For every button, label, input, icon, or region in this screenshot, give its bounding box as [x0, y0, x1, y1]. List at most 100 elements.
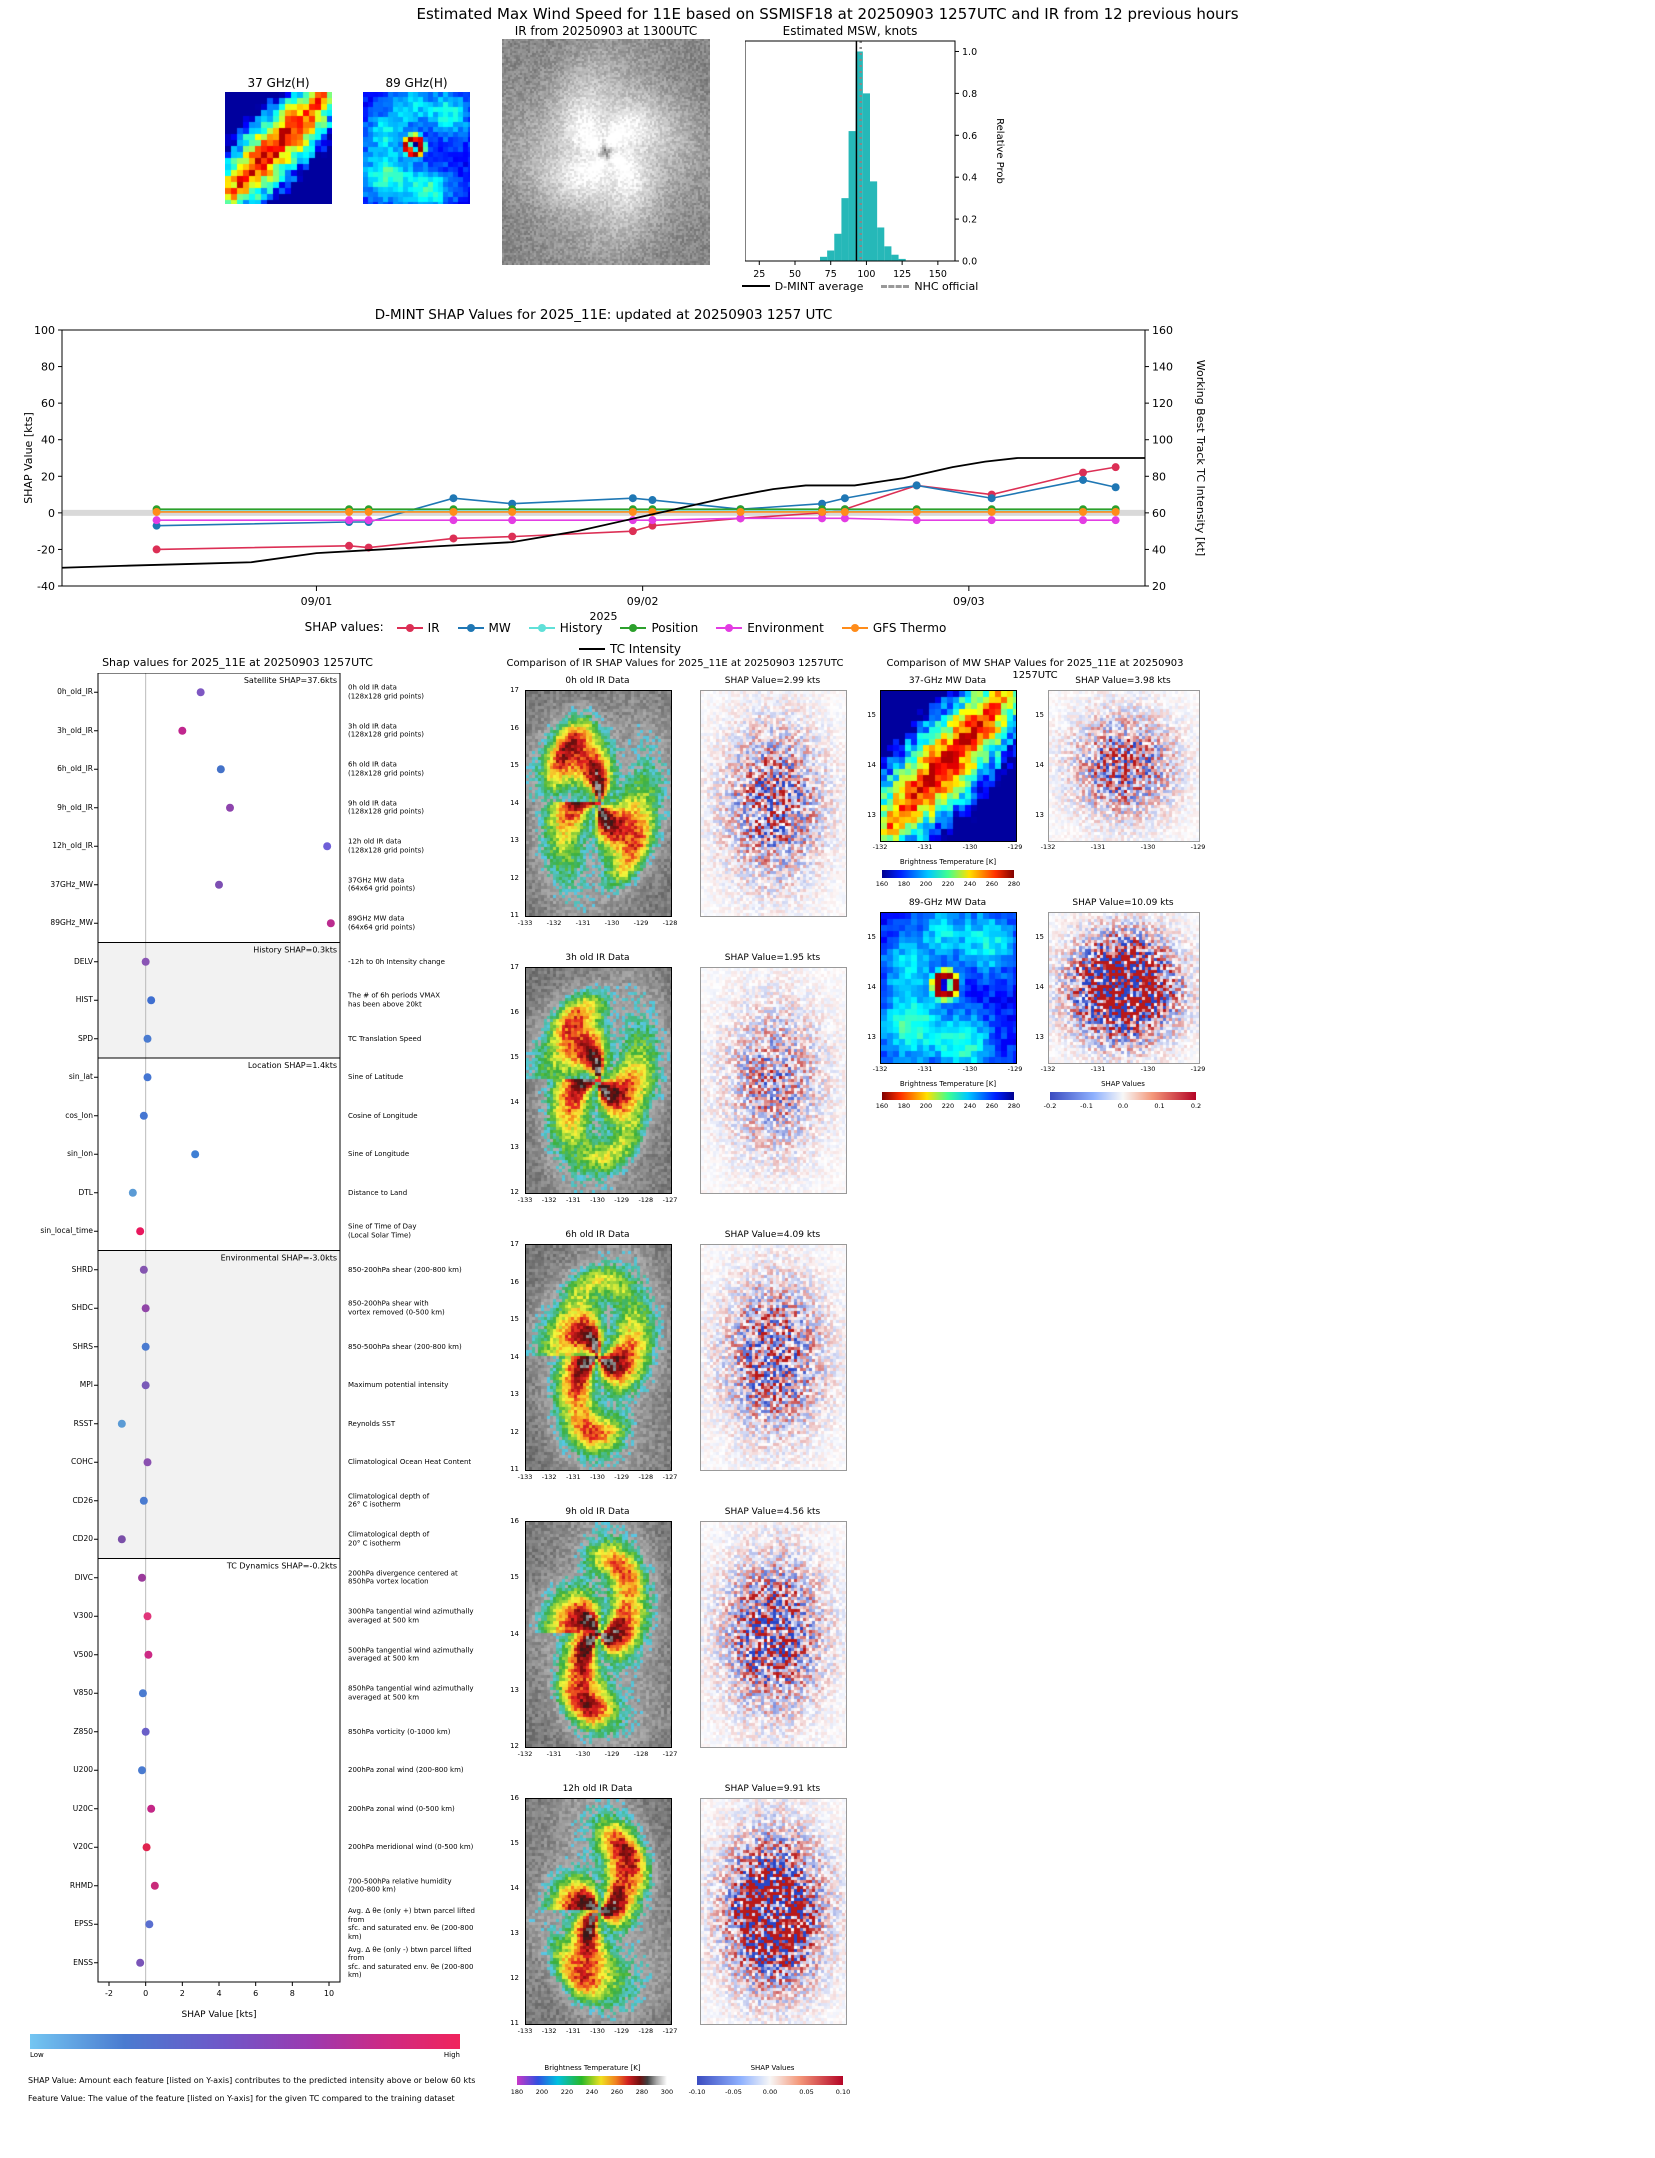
lat-tick-label: 16 — [510, 1277, 519, 1286]
series-marker-GFS Thermo — [818, 507, 827, 516]
timeseries-legend-line2: TC Intensity — [0, 641, 1260, 656]
x-tick-label: 100 — [857, 269, 875, 280]
feature-desc-cos_lon: Cosine of Longitude — [348, 1111, 418, 1120]
ir-image-title: IR from 20250903 at 1300UTC — [514, 24, 698, 38]
lon-tick-label: -131 — [1090, 843, 1106, 851]
shap-colorbar-tick: 0.1 — [1154, 1102, 1165, 1110]
feature-desc-12h_old_IR: 12h old IR data (128x128 grid points) — [348, 837, 424, 855]
series-marker-MW — [628, 494, 637, 503]
feature-name-CD20: CD20 — [72, 1534, 93, 1544]
y-tick-label: 1.0 — [962, 47, 977, 58]
y-tick-label: 0.6 — [962, 131, 977, 142]
lat-tick-label: 15 — [1035, 711, 1044, 719]
lon-tick-label: -129 — [614, 1473, 630, 1481]
y-tick-right: 120 — [1152, 397, 1173, 410]
feature-name-DELV: DELV — [74, 956, 93, 966]
lat-tick-label: 14 — [510, 798, 519, 807]
line-dot-marker — [716, 623, 743, 632]
ir-data-title: 6h old IR Data — [565, 1230, 630, 1240]
zero-reference-band — [62, 509, 1145, 516]
lat-tick-label: 13 — [510, 1929, 519, 1937]
y-tick-left: 0 — [48, 507, 55, 520]
lat-tick-label: 13 — [510, 1685, 519, 1694]
feature-colorbar-high-label: High — [443, 2051, 460, 2059]
dotplot-feature-descriptions: 0h old IR data (128x128 grid points) 3h o… — [348, 673, 478, 2013]
lon-tick-label: -132 — [541, 1473, 557, 1481]
ir-data-image-1 — [525, 967, 672, 1194]
lat-tick-label: 13 — [510, 1390, 519, 1398]
feature-desc-MPI: Maximum potential intensity — [348, 1381, 449, 1389]
group-label: Satellite SHAP=37.6kts — [244, 676, 337, 685]
y-tick-right: 60 — [1152, 507, 1166, 520]
lat-tick-label: 14 — [510, 1352, 519, 1361]
series-marker-IR — [628, 527, 637, 536]
lon-tick-label: -131 — [565, 1196, 581, 1204]
series-marker-GFS Thermo — [628, 507, 637, 516]
group-label: History SHAP=0.3kts — [253, 946, 337, 955]
lat-tick-label: 13 — [1035, 1033, 1044, 1041]
footnote-shap-value: SHAP Value: Amount each feature [listed … — [28, 2076, 476, 2085]
histogram-bar — [884, 246, 892, 261]
series-marker-GFS Thermo — [987, 507, 996, 516]
x-tick-label: 09/02 — [627, 595, 659, 608]
lon-tick-label: -128 — [662, 919, 678, 927]
feature-desc-RSST: Reynolds SST — [348, 1419, 396, 1428]
legend-label: Position — [651, 620, 699, 635]
lon-tick-label: -130 — [1140, 843, 1156, 851]
lon-tick-label: -130 — [590, 1473, 605, 1481]
feature-name-ENSS: ENSS — [73, 1957, 93, 1967]
feature-dot-EPSS — [145, 1920, 154, 1929]
lat-tick-label: 14 — [1035, 761, 1044, 769]
x-tick-label: 10 — [324, 1989, 334, 1998]
series-marker-MW — [1111, 483, 1120, 492]
series-marker-MW — [912, 481, 921, 490]
feature-name-MPI: MPI — [79, 1380, 93, 1390]
lat-tick-label: 16 — [510, 1008, 519, 1016]
lon-tick-label: -132 — [541, 1196, 557, 1204]
feature-desc-SHRD: 850-200hPa shear (200-800 km) — [348, 1265, 462, 1274]
feature-name-U200: U200 — [73, 1765, 93, 1775]
legend-label: TC Intensity — [609, 641, 682, 656]
feature-name-RSST: RSST — [73, 1418, 93, 1428]
feature-dot-RSST — [117, 1419, 126, 1428]
histogram-frame — [745, 40, 956, 262]
dot-marker — [850, 623, 859, 632]
feature-desc-37GHz_MW: 37GHz MW data (64x64 grid points) — [348, 876, 416, 893]
feature-dot-sin_local_time — [136, 1227, 145, 1236]
feature-dot-SPD — [143, 1034, 152, 1043]
ir-data-image-0 — [525, 690, 672, 917]
series-marker-MW — [1079, 475, 1088, 484]
lat-tick-label: 12 — [510, 873, 519, 882]
histogram-bar — [841, 198, 849, 261]
series-marker-IR — [648, 521, 657, 530]
mw-shap-colorbar — [1050, 1092, 1196, 1100]
series-marker-Environment — [818, 514, 827, 523]
ts-xlabel: 2025 — [590, 610, 618, 623]
lon-tick-label: -127 — [662, 1196, 678, 1204]
ir-shap-map-2 — [700, 1244, 847, 1471]
shap-colorbar-tick: -0.2 — [1043, 1102, 1057, 1110]
lat-tick-label: 17 — [510, 686, 519, 694]
feature-name-Z850: Z850 — [73, 1726, 93, 1736]
shap-colorbar-tick: 0.00 — [762, 2088, 778, 2096]
feature-dot-MPI — [141, 1381, 150, 1390]
feature-desc-CD20: Climatological depth of 20° C isotherm — [348, 1530, 430, 1548]
feature-dot-3h_old_IR — [178, 726, 187, 735]
series-marker-GFS Thermo — [912, 507, 921, 516]
series-marker-Environment — [840, 514, 849, 523]
feature-desc-ENSS: Avg. Δ θe (only -) btwn parcel lifted fr… — [348, 1945, 474, 1980]
series-marker-MW — [818, 499, 827, 508]
feature-name-U20C: U20C — [72, 1803, 93, 1813]
mw-shap-map-0 — [1048, 690, 1200, 842]
series-marker-GFS Thermo — [736, 507, 745, 516]
feature-dot-0h_old_IR — [196, 688, 205, 697]
x-tick-label: 6 — [253, 1989, 258, 1998]
ir-data-title: 0h old IR Data — [565, 676, 630, 686]
feature-name-V300: V300 — [73, 1611, 93, 1621]
ir-shap-title: SHAP Value=9.91 kts — [724, 1784, 821, 1794]
lon-tick-label: -132 — [1040, 1065, 1056, 1073]
bt-colorbar-tick: 160 — [875, 880, 889, 888]
mw37-thumb-label: 37 GHz(H) — [247, 76, 310, 90]
